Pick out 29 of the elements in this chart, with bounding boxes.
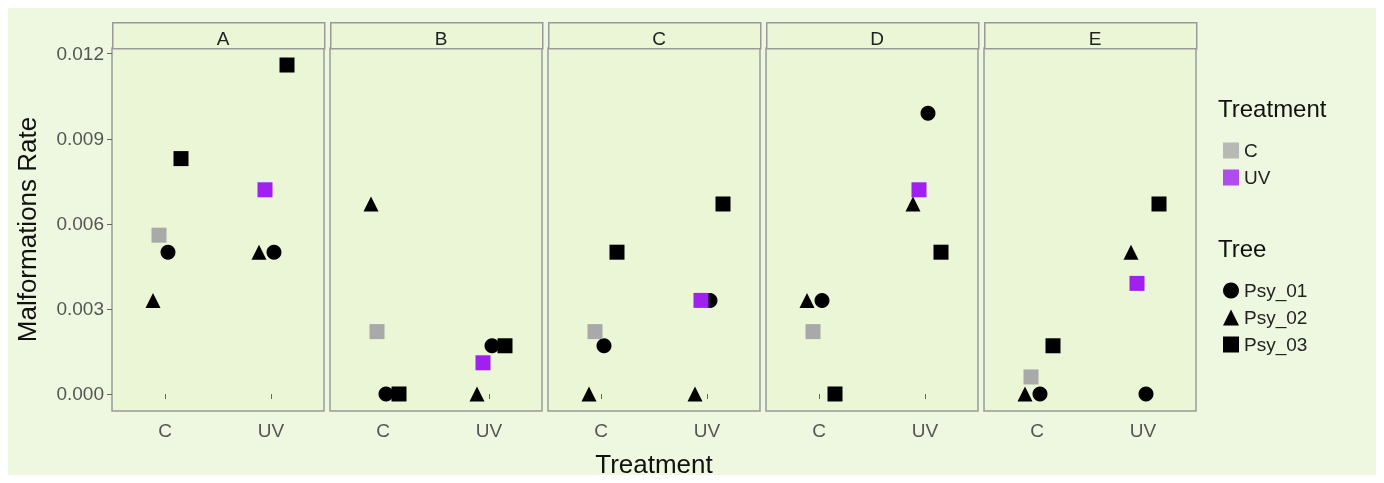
chart-title: E	[1088, 28, 1102, 49]
x-tick-label: C	[1030, 420, 1044, 441]
y-tick-label: 0.009	[56, 128, 104, 150]
x-tick-label: UV	[257, 420, 285, 441]
y-tick-label: 0.012	[56, 43, 104, 65]
chart-title: B	[434, 28, 448, 49]
chart-title: A	[216, 28, 230, 49]
legend-label: Psy_01	[1244, 280, 1308, 302]
chart-title: D	[870, 28, 884, 49]
legend-label: Psy_03	[1244, 334, 1308, 356]
x-axis-title: Treatment	[595, 449, 714, 479]
category-label: C	[1244, 140, 1258, 161]
x-tick-label: C	[158, 420, 172, 441]
x-tick-label: UV	[911, 420, 939, 441]
y-tick-label: 0.000	[56, 383, 104, 405]
x-tick-label: C	[594, 420, 608, 441]
chart-title: C	[652, 28, 666, 49]
y-tick-label: 0.006	[56, 213, 104, 235]
y-tick-label: 0.003	[56, 298, 104, 320]
x-tick-label: C	[376, 420, 390, 441]
x-tick-label: UV	[693, 420, 721, 441]
category-label: UV	[1244, 167, 1271, 188]
legend-label: Psy_02	[1244, 307, 1308, 329]
x-tick-label: C	[812, 420, 826, 441]
text: Tree	[1218, 234, 1267, 262]
text: Treatment	[1218, 94, 1327, 122]
x-tick-label: UV	[1129, 420, 1157, 441]
y-axis-title: Malformations Rate	[12, 116, 42, 343]
x-tick-label: UV	[475, 420, 503, 441]
